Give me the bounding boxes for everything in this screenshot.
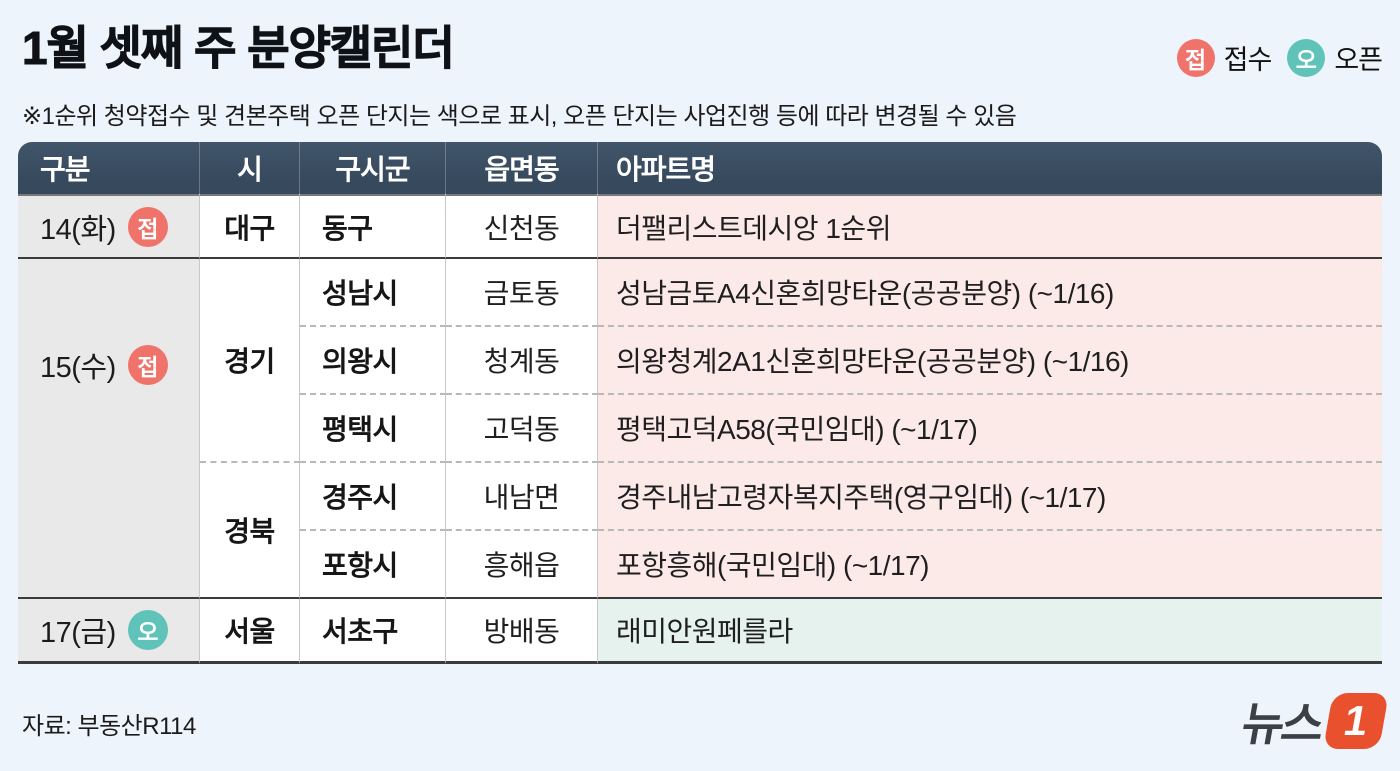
cell-si: 대구 xyxy=(200,196,300,259)
table-row: 경북 경주시 내남면 경주내남고령자복지주택(영구임대) (~1/17) xyxy=(18,463,1382,599)
table-row: 17(금) 오 서울 서초구 방배동 래미안원페를라 xyxy=(18,599,1382,664)
sale-calendar-table: 구분 시 구시군 읍면동 아파트명 14(화) 접 대구 동구 신천동 더팰리스… xyxy=(18,142,1382,664)
cell-apartment: 경주내남고령자복지주택(영구임대) (~1/17) xyxy=(598,463,1382,531)
cell-gusigun: 포항시 xyxy=(300,531,446,599)
cell-si: 서울 xyxy=(200,599,300,664)
cell-day-15: 15(수) 접 xyxy=(18,259,200,599)
legend-label-open: 오픈 xyxy=(1334,45,1383,75)
cell-gusigun: 경주시 xyxy=(300,463,446,531)
open-badge-icon: 오 xyxy=(1287,38,1326,77)
cell-day-17: 17(금) 오 xyxy=(18,599,200,664)
page-subtitle: ※1순위 청약접수 및 견본주택 오픈 단지는 색으로 표시, 오픈 단지는 사… xyxy=(22,103,1017,130)
cell-gusigun: 의왕시 xyxy=(300,327,446,395)
day-label: 15(수) xyxy=(40,352,116,384)
data-source: 자료: 부동산R114 xyxy=(22,713,196,740)
news1-logo-text: 뉴스 xyxy=(1238,698,1327,750)
cell-apartment: 평택고덕A58(국민임대) (~1/17) xyxy=(598,395,1382,463)
cell-eupmyeondong: 내남면 xyxy=(446,463,598,531)
news1-logo-mark-icon: 1 xyxy=(1323,693,1389,749)
reception-badge-icon: 접 xyxy=(1176,38,1215,77)
table-header-row: 구분 시 구시군 읍면동 아파트명 xyxy=(18,142,1382,196)
cell-si: 경북 xyxy=(200,463,300,599)
page-title: 1월 셋째 주 분양캘린더 xyxy=(22,22,456,75)
table-row: 의왕시 청계동 의왕청계2A1신혼희망타운(공공분양) (~1/16) xyxy=(18,327,1382,395)
day-label: 14(화) xyxy=(40,213,116,246)
news1-logo: 뉴스 1 xyxy=(1238,690,1389,752)
legend-item-reception: 접 접수 xyxy=(1176,38,1273,77)
legend: 접 접수 오 오픈 xyxy=(1176,38,1383,77)
cell-gusigun: 서초구 xyxy=(300,599,446,664)
cell-apartment: 포항흥해(국민임대) (~1/17) xyxy=(598,531,1382,599)
column-header-gusigun: 구시군 xyxy=(300,142,446,196)
column-header-apartment: 아파트명 xyxy=(598,142,1382,196)
column-header-eupmyeondong: 읍면동 xyxy=(446,142,598,196)
table-row: 평택시 고덕동 평택고덕A58(국민임대) (~1/17) xyxy=(18,395,1382,463)
cell-eupmyeondong: 청계동 xyxy=(446,327,598,395)
cell-eupmyeondong: 고덕동 xyxy=(446,395,598,463)
legend-item-open: 오 오픈 xyxy=(1287,38,1383,77)
table-row: 15(수) 접 경기 성남시 금토동 성남금토A4신혼희망타운(공공분양) (~… xyxy=(18,259,1382,599)
reception-badge-icon: 접 xyxy=(127,206,168,247)
cell-apartment: 더팰리스트데시앙 1순위 xyxy=(598,196,1382,259)
open-badge-icon: 오 xyxy=(127,610,168,650)
cell-apartment: 래미안원페를라 xyxy=(598,599,1382,664)
table-row: 14(화) 접 대구 동구 신천동 더팰리스트데시앙 1순위 xyxy=(18,196,1382,259)
cell-gusigun: 평택시 xyxy=(300,395,446,463)
cell-eupmyeondong: 금토동 xyxy=(446,259,598,327)
cell-apartment: 성남금토A4신혼희망타운(공공분양) (~1/16) xyxy=(598,259,1382,327)
legend-label-reception: 접수 xyxy=(1223,45,1273,75)
cell-eupmyeondong: 흥해읍 xyxy=(446,531,598,599)
column-header-gubun: 구분 xyxy=(18,142,200,196)
cell-eupmyeondong: 신천동 xyxy=(446,196,598,259)
reception-badge-icon: 접 xyxy=(127,345,168,385)
day-label: 17(금) xyxy=(40,617,116,649)
cell-day-14: 14(화) 접 xyxy=(18,196,200,259)
cell-gusigun: 성남시 xyxy=(300,259,446,327)
cell-eupmyeondong: 방배동 xyxy=(446,599,598,664)
cell-gusigun: 동구 xyxy=(300,196,446,259)
column-header-si: 시 xyxy=(200,142,300,196)
cell-si: 경기 xyxy=(200,259,300,463)
table-row: 포항시 흥해읍 포항흥해(국민임대) (~1/17) xyxy=(18,531,1382,599)
cell-apartment: 의왕청계2A1신혼희망타운(공공분양) (~1/16) xyxy=(598,327,1382,395)
